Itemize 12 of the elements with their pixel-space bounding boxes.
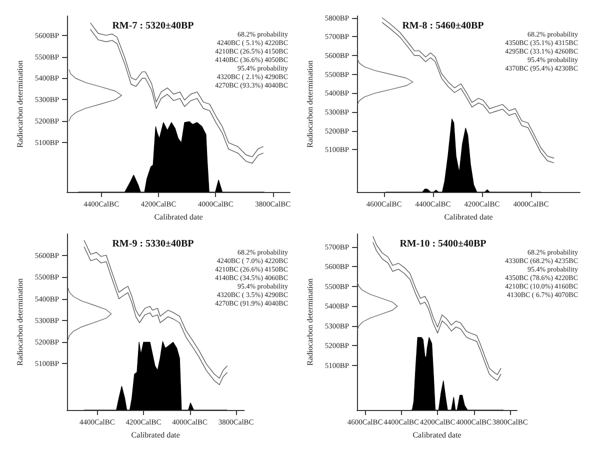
x-axis-title: Calibrated date	[444, 212, 494, 222]
y-axis-title: Radiocarbon determination	[16, 60, 24, 148]
chart-title: RM-9 : 5330±40BP	[112, 238, 194, 250]
chart-title: RM-7 : 5320±40BP	[112, 20, 194, 32]
x-axis-title: Calibrated date	[131, 430, 180, 440]
y-axis-title: Radiocarbon determination	[16, 278, 24, 366]
y-axis-title: Radiocarbon determination	[306, 60, 314, 148]
x-axis-title: Calibrated date	[412, 430, 462, 440]
y-axis-title: Radiocarbon determination	[306, 278, 314, 366]
chart-title: RM-10 : 5400±40BP	[400, 238, 486, 250]
chart-title: RM-8 : 5460±40BP	[402, 20, 484, 32]
x-axis-title: Calibrated date	[154, 212, 204, 222]
